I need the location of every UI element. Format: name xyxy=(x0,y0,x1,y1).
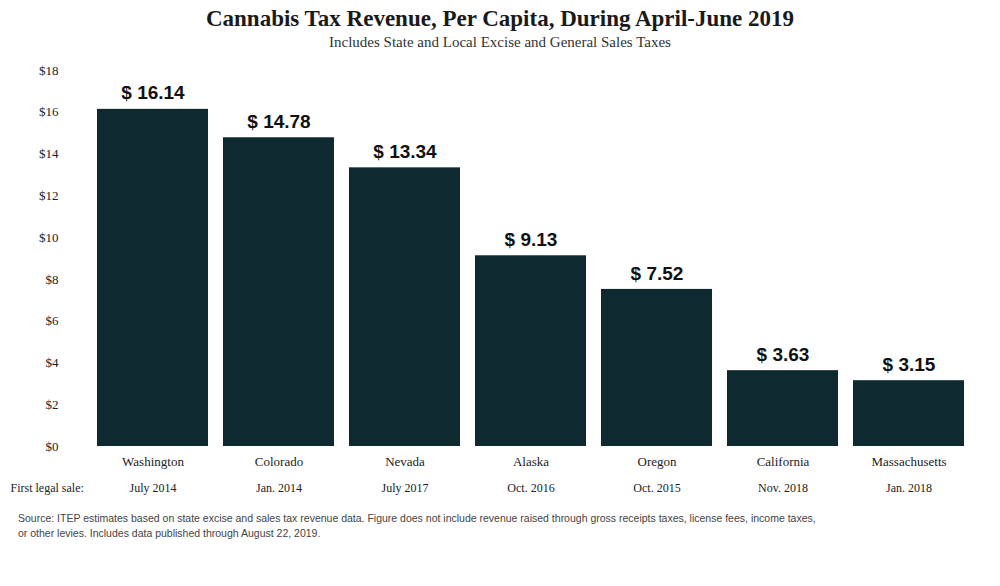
svg-text:$ 9.13: $ 9.13 xyxy=(505,229,558,250)
svg-text:Oregon: Oregon xyxy=(638,454,677,469)
svg-text:Jan. 2014: Jan. 2014 xyxy=(256,481,302,495)
svg-text:$6: $6 xyxy=(46,313,60,328)
svg-text:Jan. 2018: Jan. 2018 xyxy=(886,481,932,495)
html-text:Source: ITEP estimates based o: Source: ITEP estimates based on state ex… xyxy=(18,512,816,539)
svg-text:First legal sale:: First legal sale: xyxy=(11,481,84,495)
svg-text:$0: $0 xyxy=(46,439,59,454)
svg-text:Oct. 2016: Oct. 2016 xyxy=(507,481,554,495)
svg-text:$ 3.63: $ 3.63 xyxy=(757,344,810,365)
svg-text:$2: $2 xyxy=(46,397,59,412)
svg-text:$ 7.52: $ 7.52 xyxy=(631,262,684,283)
svg-text:$18: $18 xyxy=(39,63,59,78)
html-text:Includes State and Local Excis: Includes State and Local Excise and Gene… xyxy=(329,34,671,50)
svg-text:Nevada: Nevada xyxy=(385,454,425,469)
svg-text:$16: $16 xyxy=(39,104,59,119)
svg-text:Alaska: Alaska xyxy=(513,454,549,469)
svg-text:July 2017: July 2017 xyxy=(381,481,428,495)
svg-text:California: California xyxy=(757,454,810,469)
html-text:Cannabis Tax Revenue, Per Capi: Cannabis Tax Revenue, Per Capita, During… xyxy=(206,6,794,31)
svg-text:$10: $10 xyxy=(39,230,59,245)
svg-text:$14: $14 xyxy=(39,146,59,161)
svg-text:$ 16.14: $ 16.14 xyxy=(121,82,185,103)
svg-text:$ 3.15: $ 3.15 xyxy=(883,354,936,375)
svg-text:Nov. 2018: Nov. 2018 xyxy=(758,481,808,495)
svg-text:$ 13.34: $ 13.34 xyxy=(373,141,437,162)
svg-text:$4: $4 xyxy=(46,355,60,370)
svg-text:Oct. 2015: Oct. 2015 xyxy=(633,481,680,495)
svg-text:July 2014: July 2014 xyxy=(129,481,176,495)
svg-text:Washington: Washington xyxy=(122,454,184,469)
svg-text:Colorado: Colorado xyxy=(255,454,303,469)
svg-text:$12: $12 xyxy=(39,188,59,203)
svg-text:Massachusetts: Massachusetts xyxy=(871,454,946,469)
svg-text:$8: $8 xyxy=(46,272,59,287)
svg-text:$ 14.78: $ 14.78 xyxy=(247,111,310,132)
